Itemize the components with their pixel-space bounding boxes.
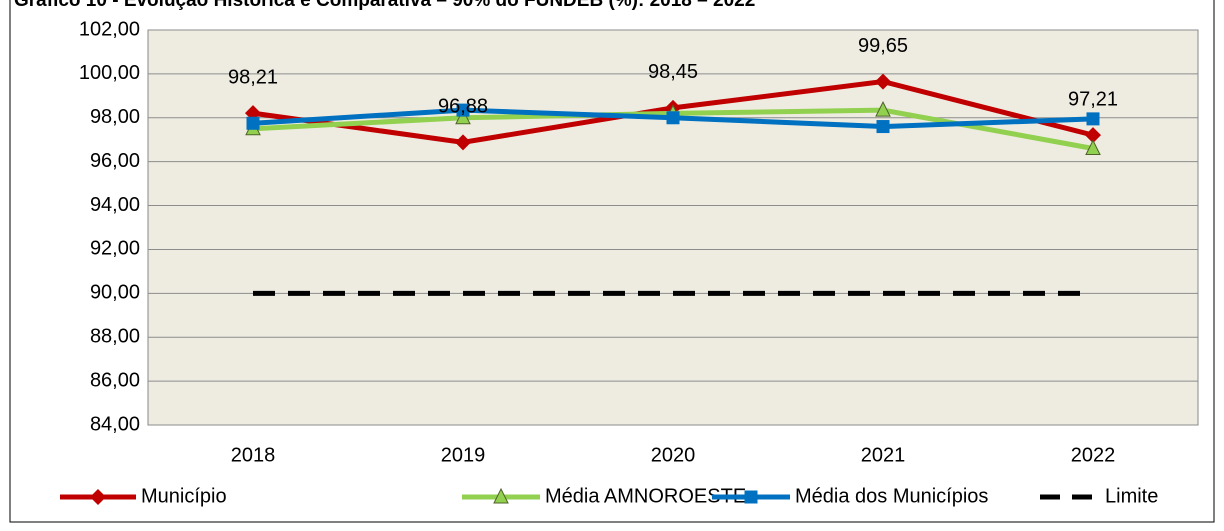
legend-label: Município [141, 485, 227, 507]
marker [876, 120, 890, 134]
x-tick-label: 2019 [441, 444, 486, 466]
data-label: 99,65 [858, 35, 908, 57]
marker [455, 134, 471, 151]
y-tick-label: 84,00 [90, 413, 140, 435]
legend-label: Média dos Municípios [795, 485, 988, 507]
x-tick-label: 2020 [651, 444, 696, 466]
marker [875, 100, 891, 117]
y-tick-label: 100,00 [79, 62, 140, 84]
marker [744, 490, 758, 504]
marker [493, 487, 509, 504]
marker [456, 103, 470, 117]
x-tick-label: 2021 [861, 444, 906, 466]
marker [1086, 112, 1100, 126]
y-tick-label: 96,00 [90, 150, 140, 172]
x-tick-label: 2018 [231, 444, 276, 466]
x-tick-label: 2022 [1071, 444, 1116, 466]
y-tick-label: 92,00 [90, 238, 140, 260]
y-tick-label: 90,00 [90, 282, 140, 304]
y-tick-label: 94,00 [90, 194, 140, 216]
marker [1085, 127, 1101, 144]
chart-title: Gráfico 10 - Evolução Histórica e Compar… [14, 0, 755, 11]
legend-label: Limite [1105, 485, 1158, 507]
data-label: 96,88 [438, 96, 488, 118]
data-label: 97,21 [1068, 88, 1118, 110]
data-label: 98,45 [648, 61, 698, 83]
data-label: 98,21 [228, 66, 278, 88]
marker [455, 108, 471, 125]
marker [666, 111, 680, 125]
y-tick-label: 86,00 [90, 369, 140, 391]
y-tick-label: 102,00 [79, 18, 140, 40]
marker [875, 73, 891, 90]
marker [1085, 139, 1101, 155]
marker [246, 116, 260, 130]
y-tick-label: 88,00 [90, 326, 140, 348]
y-tick-label: 98,00 [90, 106, 140, 128]
legend-label: Média AMNOROESTE [545, 485, 746, 507]
marker [90, 489, 106, 505]
plot-area [147, 29, 1199, 426]
